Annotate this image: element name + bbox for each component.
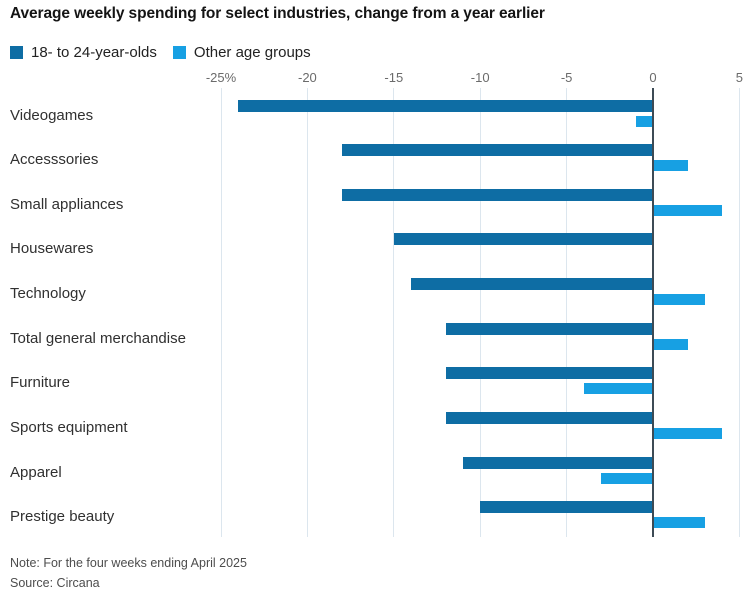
bar-18-to-24-year-olds [462,456,653,469]
chart-note: Note: For the four weeks ending April 20… [10,556,247,570]
gridline [306,88,308,537]
bar-18-to-24-year-olds [445,367,653,380]
bar-other-age-groups [653,338,688,350]
legend-label: Other age groups [193,44,311,61]
bar-18-to-24-year-olds [480,501,653,514]
gridline [566,88,568,537]
category-label: Accesssories [10,151,99,169]
chart-legend: 18- to 24-year-olds Other age groups [10,44,311,61]
bar-18-to-24-year-olds [411,278,653,291]
bar-18-to-24-year-olds [445,412,653,425]
bar-other-age-groups [601,472,653,484]
bar-other-age-groups [653,517,705,529]
legend-item-other-ages: Other age groups [172,44,311,61]
chart-title: Average weekly spending for select indus… [10,5,545,22]
bar-other-age-groups [583,383,653,395]
bar-other-age-groups [635,115,653,127]
legend-swatch-dark-blue-icon [10,46,23,59]
category-label: Small appliances [10,195,124,213]
bar-18-to-24-year-olds [445,322,653,335]
category-label: Housewares [10,240,94,258]
bar-other-age-groups [653,294,705,306]
category-label: Apparel [10,463,62,481]
bar-18-to-24-year-olds [341,144,653,157]
chart-footer: Note: For the four weeks ending April 20… [10,553,247,593]
gridline [479,88,481,537]
bar-18-to-24-year-olds [238,99,653,112]
bar-other-age-groups [653,204,723,216]
category-label: Sports equipment [10,419,128,437]
bar-other-age-groups [653,160,688,172]
x-axis-tick-label: -25% [205,70,237,85]
legend-label: 18- to 24-year-olds [31,44,157,61]
zero-axis-line [652,88,654,537]
bar-other-age-groups [653,428,723,440]
x-axis-tick-label: -15 [384,70,404,85]
gridline [393,88,395,537]
x-axis-tick-label: -10 [470,70,490,85]
gridline [220,88,222,537]
x-axis-tick-label: -5 [560,70,573,85]
category-label: Technology [10,285,86,303]
category-label: Furniture [10,374,71,392]
legend-item-18-to-24: 18- to 24-year-olds [10,44,157,61]
bar-18-to-24-year-olds [393,233,653,246]
x-axis-tick-label: -20 [297,70,317,85]
category-label: Total general merchandise [10,329,186,347]
bar-18-to-24-year-olds [341,188,653,201]
gridline [738,88,740,537]
category-label: Videogames [10,106,94,124]
chart-source: Source: Circana [10,576,100,590]
x-axis-tick-label: 5 [735,70,743,85]
category-label: Prestige beauty [10,508,115,526]
x-axis-tick-label: 0 [649,70,657,85]
legend-swatch-light-blue-icon [172,46,186,59]
